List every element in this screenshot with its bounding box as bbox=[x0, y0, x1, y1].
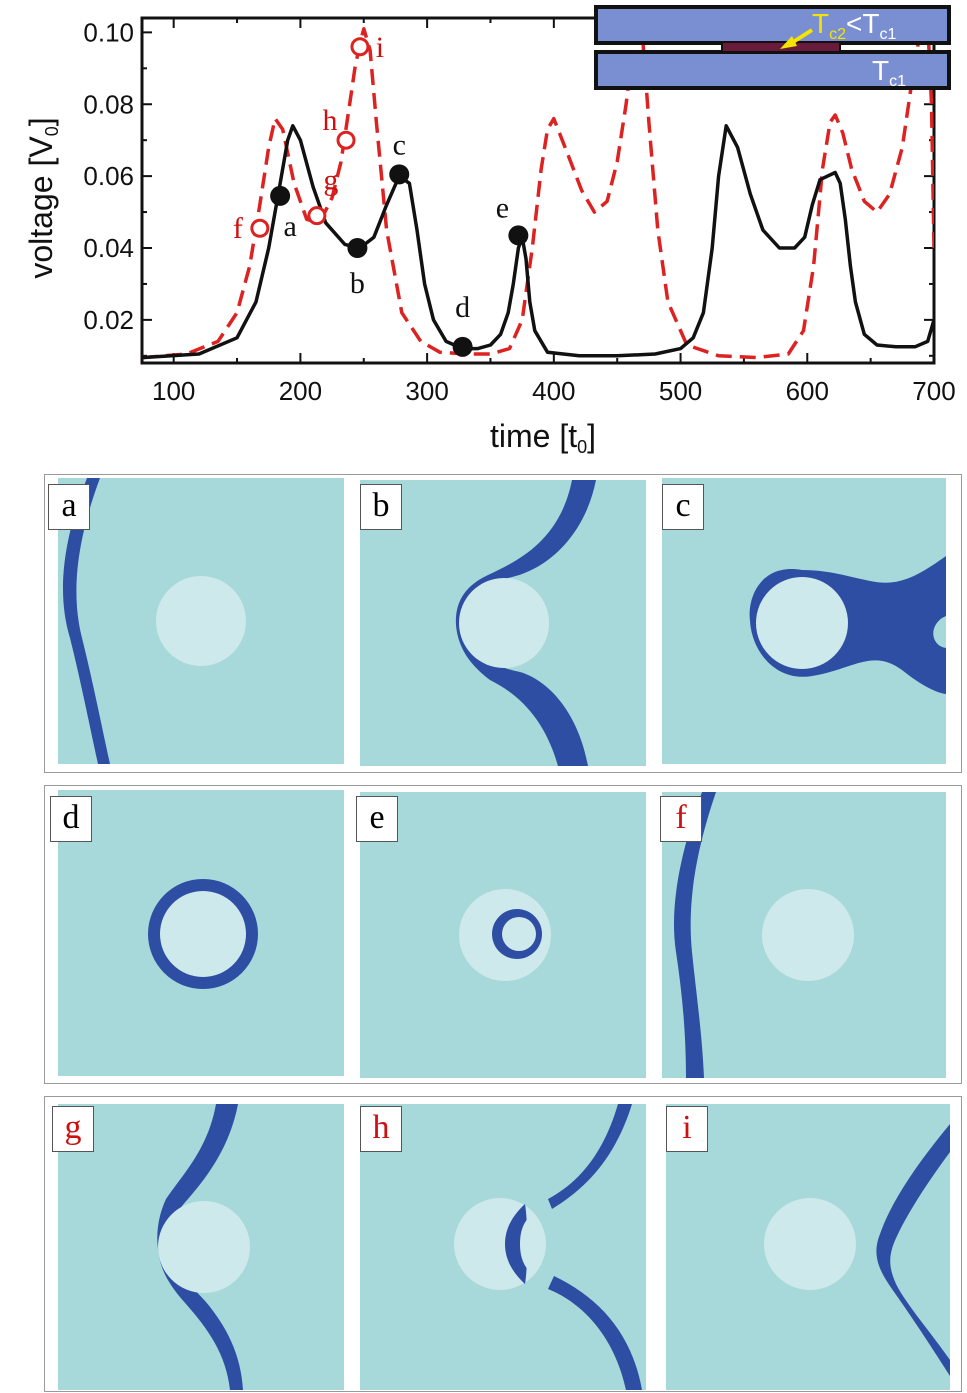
y-tick-label: 0.10 bbox=[83, 17, 134, 47]
point-b bbox=[347, 238, 368, 258]
x-tick-label: 700 bbox=[912, 376, 955, 406]
svg-text:Tc1: Tc1 bbox=[872, 55, 906, 90]
y-axis-label: voltage [V0] bbox=[23, 117, 62, 278]
inset-strip bbox=[721, 41, 841, 53]
panel-label-a: a bbox=[48, 484, 90, 530]
x-tick-label: 500 bbox=[659, 376, 702, 406]
point-label-b: b bbox=[350, 267, 365, 300]
point-label-h: h bbox=[323, 104, 338, 137]
panel-label-g: g bbox=[52, 1106, 94, 1152]
x-tick-label: 100 bbox=[152, 376, 195, 406]
inset-tc2-T: T bbox=[812, 8, 829, 39]
y-tick-label: 0.04 bbox=[83, 233, 134, 263]
panel-h bbox=[360, 1104, 646, 1390]
panel-label-f: f bbox=[660, 796, 702, 842]
panel-f bbox=[662, 792, 946, 1078]
inset-diagram: Tc2<Tc1 Tc1 bbox=[594, 5, 951, 90]
panel-i bbox=[666, 1104, 950, 1390]
x-tick-label: 600 bbox=[786, 376, 829, 406]
points-layer: a b c d e f gh i bbox=[233, 31, 529, 357]
series-layer bbox=[142, 19, 934, 360]
svg-text:Tc2<Tc1: Tc2<Tc1 bbox=[812, 8, 896, 43]
point-label-g: g bbox=[323, 164, 338, 197]
panel-label-b: b bbox=[360, 484, 402, 530]
inset-lt: < bbox=[846, 8, 862, 39]
series-line-dashed bbox=[142, 19, 934, 360]
panel-d bbox=[58, 790, 344, 1076]
inset-arrow-head bbox=[780, 36, 797, 49]
point-f bbox=[250, 218, 270, 238]
panel-label-d: d bbox=[50, 796, 92, 842]
point-g bbox=[307, 206, 327, 226]
point-d bbox=[452, 336, 473, 357]
point-c bbox=[389, 164, 410, 185]
point-label-i: i bbox=[376, 31, 384, 64]
inset-tc2-sub: c2 bbox=[829, 26, 846, 43]
point-label-a: a bbox=[283, 210, 296, 243]
panel-e bbox=[360, 792, 646, 1078]
panel-g bbox=[58, 1104, 344, 1390]
series-line-solid bbox=[142, 124, 934, 360]
panel-b bbox=[360, 480, 646, 766]
point-e bbox=[508, 225, 529, 246]
panel-label-e: e bbox=[356, 796, 398, 842]
inset-bottom-bar bbox=[594, 50, 951, 90]
y-tick-label: 0.06 bbox=[83, 161, 134, 191]
point-label-d: d bbox=[455, 291, 470, 324]
voltage-time-chart: 100 200 300 400 500 600 700 0.02 0.04 0.06 0.08 0.1… bbox=[23, 5, 956, 457]
point-i bbox=[350, 37, 370, 57]
x-tick-label: 400 bbox=[532, 376, 575, 406]
point-label-c: c bbox=[393, 128, 406, 161]
inset-tc1-bottom-sub: c1 bbox=[889, 73, 906, 90]
panel-label-h: h bbox=[360, 1106, 402, 1152]
panel-label-i: i bbox=[666, 1106, 708, 1152]
y-tick-label: 0.08 bbox=[83, 89, 134, 119]
y-tick-label: 0.02 bbox=[83, 305, 134, 335]
inset-tc1-sub: c1 bbox=[879, 26, 896, 43]
x-axis-label: time [t0] bbox=[490, 418, 596, 457]
panel-a bbox=[58, 478, 344, 764]
inset-tc1-T: T bbox=[862, 8, 879, 39]
x-tick-label: 200 bbox=[279, 376, 322, 406]
panel-c bbox=[662, 478, 946, 764]
point-h bbox=[336, 130, 356, 150]
panel-label-c: c bbox=[662, 484, 704, 530]
point-label-f: f bbox=[233, 212, 243, 245]
inset-tc1-bottom-T: T bbox=[872, 55, 889, 86]
point-label-e: e bbox=[496, 191, 509, 224]
point-a bbox=[270, 185, 291, 206]
x-tick-label: 300 bbox=[405, 376, 448, 406]
